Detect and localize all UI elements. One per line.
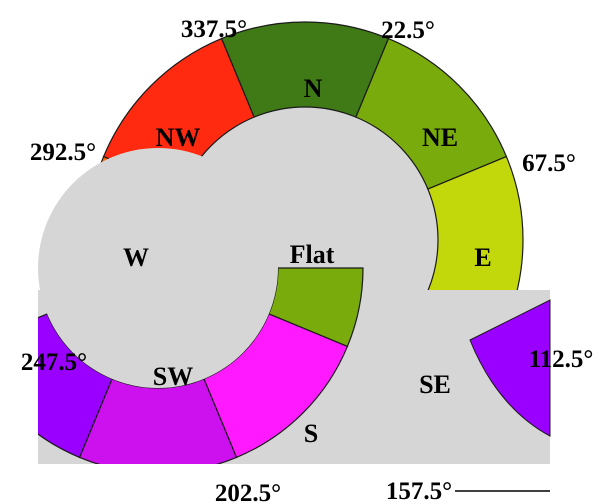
- bottom-margin: [38, 464, 550, 504]
- label-ne: NE: [422, 123, 458, 152]
- degree-label-67-5: 67.5°: [522, 150, 576, 177]
- label-s: S: [304, 419, 318, 448]
- degree-label-157-5: 157.5°: [386, 478, 452, 504]
- label-flat: Flat: [290, 240, 335, 269]
- ring-lower: [0, 148, 551, 504]
- degree-label-247-5: 247.5°: [21, 349, 87, 376]
- degree-label-337-5: 337.5°: [181, 16, 247, 43]
- degree-label-22-5: 22.5°: [381, 17, 435, 44]
- label-se: SE: [419, 370, 451, 399]
- label-e: E: [474, 243, 491, 272]
- degree-label-202-5: 202.5°: [215, 480, 281, 504]
- label-nw: NW: [156, 123, 201, 152]
- flat-center-lower: [38, 148, 278, 388]
- label-n: N: [304, 74, 323, 103]
- left-margin: [0, 290, 38, 504]
- label-w: W: [123, 243, 149, 272]
- degree-label-112-5: 112.5°: [529, 346, 594, 373]
- label-sw: SW: [153, 362, 193, 391]
- degree-label-292-5: 292.5°: [30, 139, 96, 166]
- sector-se-purple: [469, 299, 551, 437]
